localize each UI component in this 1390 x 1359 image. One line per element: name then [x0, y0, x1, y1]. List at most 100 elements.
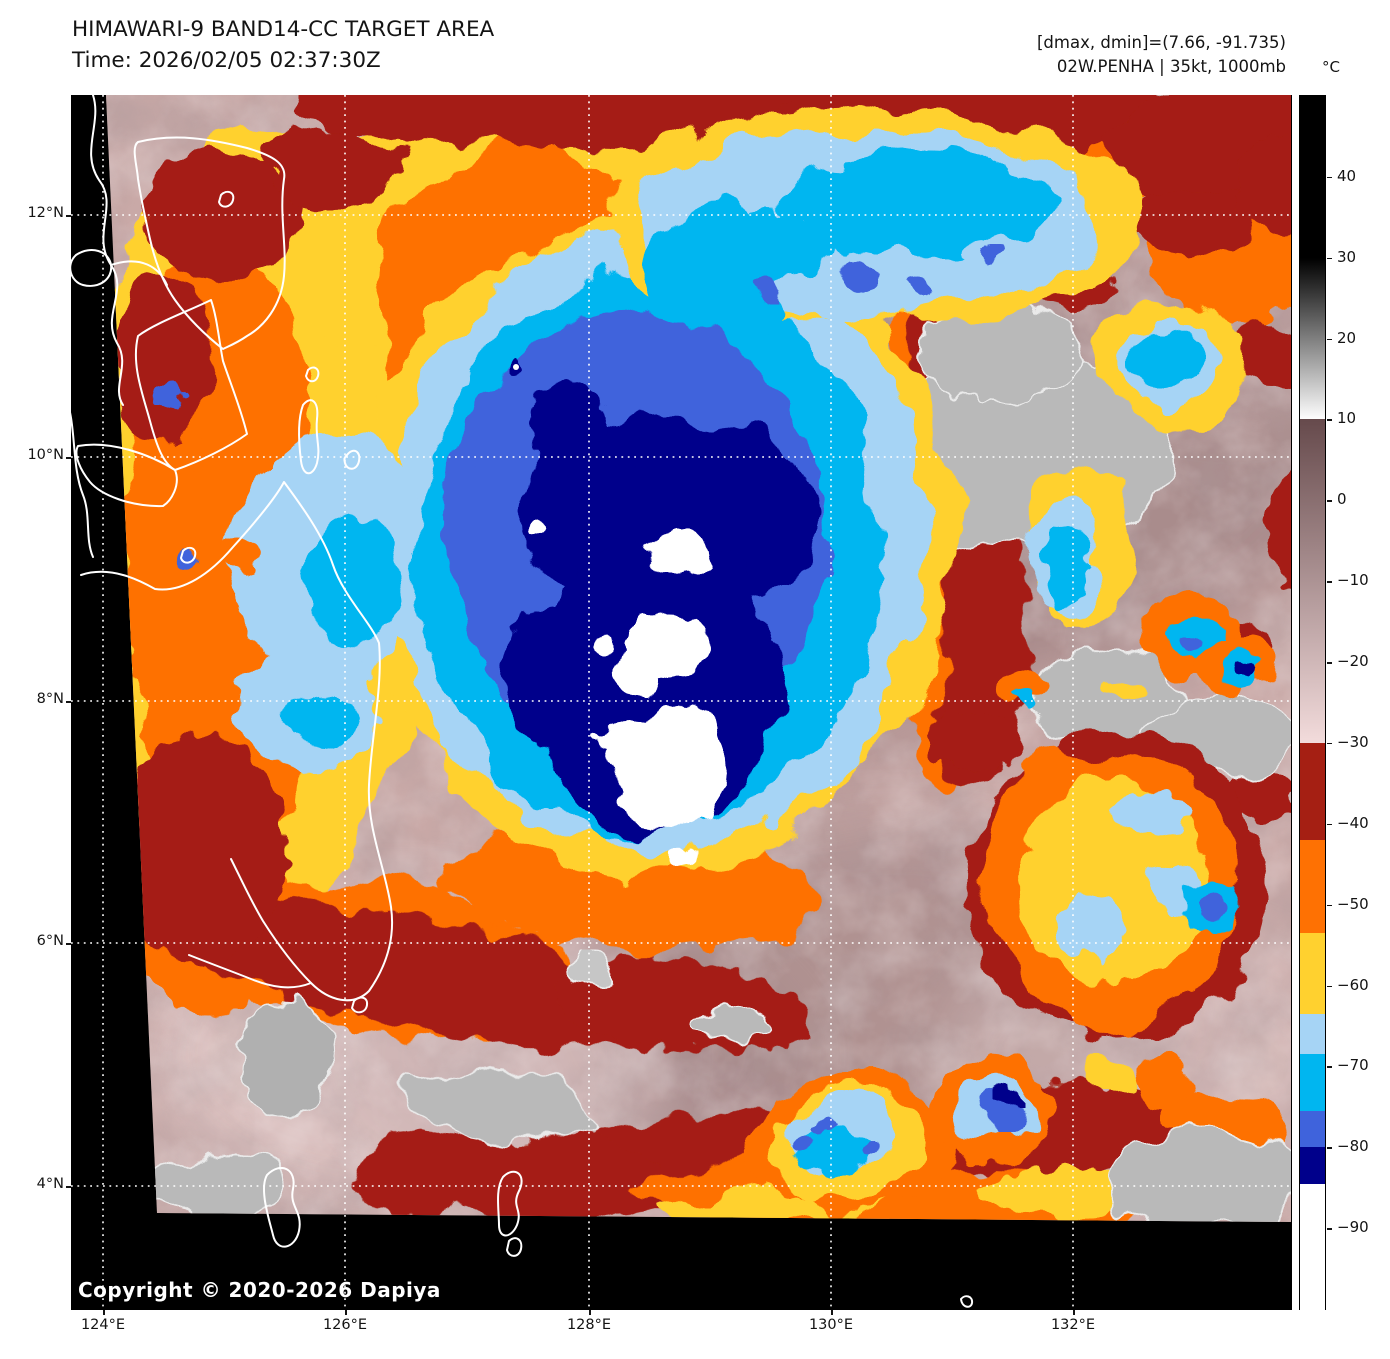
imagery-blob [138, 1154, 284, 1216]
imagery-blob [1129, 1057, 1197, 1109]
colorbar-tick-label: −20 [1337, 652, 1369, 671]
imagery-blob [981, 250, 1001, 264]
imagery-blob [116, 735, 286, 965]
coastline-path [351, 996, 369, 1014]
coastline-path [506, 1237, 523, 1257]
x-tick-label: 128°E [566, 1317, 612, 1333]
imagery-blob [1111, 675, 1143, 699]
coastline-path [305, 366, 320, 383]
imagery-blob [601, 648, 661, 692]
coastline-path [218, 190, 235, 208]
colorbar-tick-mark [1327, 176, 1332, 179]
x-tick-mark [345, 1310, 347, 1315]
colorbar-tick-mark [1327, 662, 1332, 664]
colorbar-segment [1300, 257, 1325, 421]
colorbar-tick-label: 10 [1337, 409, 1357, 428]
coastline-path [960, 1295, 974, 1308]
imagery-blob [1071, 1048, 1131, 1092]
y-tick-label: 8°N [36, 691, 64, 707]
imagery-blob [1197, 895, 1227, 919]
y-tick-label: 10°N [27, 447, 64, 463]
imagery-blob [156, 386, 186, 408]
imagery-blob [1055, 897, 1127, 957]
imagery-layer [106, 95, 1291, 1222]
figure-time: Time: 2026/02/05 02:37:30Z [72, 48, 381, 73]
colorbar-tick-label: −60 [1337, 975, 1369, 994]
colorbar-tick-label: 0 [1337, 490, 1347, 509]
colorbar-segment [1300, 96, 1325, 259]
imagery-blob [305, 518, 401, 642]
imagery-blob [1101, 95, 1291, 212]
imagery-blob [560, 960, 622, 990]
coastline-path [298, 399, 320, 475]
colorbar-tick-label: 20 [1337, 328, 1357, 347]
imagery-blob [271, 128, 401, 212]
imagery-blob [531, 380, 607, 470]
coastline-path [188, 954, 312, 989]
colorbar-tick-mark [1327, 1066, 1332, 1068]
colorbar-segment [1300, 419, 1325, 744]
imagery-blob [501, 605, 601, 745]
colorbar-tick-mark [1327, 985, 1332, 988]
imagery-blob [141, 150, 301, 280]
colorbar-segment [1300, 932, 1325, 1015]
colorbar-tick-mark [1327, 419, 1332, 421]
imagery-blob [779, 151, 1059, 255]
imagery-blob [529, 519, 549, 535]
annotation-dmax-dmin: [dmax, dmin]=(7.66, -91.735) [1037, 33, 1286, 52]
imagery-blob [111, 275, 215, 445]
colorbar-tick-label: −70 [1337, 1056, 1369, 1075]
imagery-blob [844, 262, 888, 288]
colorbar-tick-mark [1327, 500, 1332, 502]
x-tick-label: 130°E [808, 1317, 854, 1333]
imagery-blob [1235, 131, 1291, 235]
imagery-blob [758, 282, 784, 298]
imagery-blob [582, 630, 606, 650]
x-tick-label: 132°E [1050, 1317, 1096, 1333]
colorbar-segment [1300, 1183, 1325, 1310]
colorbar-unit-label: °C [1322, 58, 1340, 76]
gridline-layer [71, 95, 1292, 1310]
colorbar-segment [1300, 1147, 1325, 1185]
colorbar-tick-mark [1327, 1228, 1332, 1230]
imagery-blob [166, 898, 676, 1052]
imagery-blob [513, 364, 519, 370]
x-tick-label: 126°E [322, 1317, 368, 1333]
coastline-path [71, 249, 113, 287]
y-tick-mark [66, 701, 71, 703]
imagery-blob [405, 1069, 597, 1141]
colorbar-tick-label: −80 [1337, 1137, 1369, 1156]
annotation-block: [dmax, dmin]=(7.66, -91.735) 02W.PENHA |… [1037, 31, 1286, 79]
colorbar-tick-mark [1327, 823, 1332, 826]
y-tick-label: 6°N [36, 933, 64, 949]
imagery-blob [1129, 334, 1197, 386]
y-tick-label: 4°N [36, 1176, 64, 1192]
x-tick-label: 124°E [80, 1317, 126, 1333]
imagery-blob [1225, 329, 1291, 385]
imagery-blob [1105, 1129, 1291, 1222]
colorbar-tick-label: −30 [1337, 732, 1369, 751]
colorbar-tick-label: 40 [1337, 166, 1357, 185]
imagery-blob [1133, 187, 1249, 259]
imagery-blob [1232, 658, 1250, 672]
satellite-imagery [71, 95, 1292, 1310]
colorbar-tick-label: −40 [1337, 813, 1369, 832]
imagery-blob [668, 843, 694, 863]
copyright-text: Copyright © 2020-2026 Dapiya [78, 1278, 441, 1302]
colorbar-segment [1300, 839, 1325, 934]
x-tick-mark [589, 1310, 591, 1315]
imagery-blob [1000, 1088, 1018, 1102]
colorbar-segment [1300, 742, 1325, 841]
imagery-blob [788, 1126, 810, 1144]
imagery-blob [910, 277, 942, 297]
title-block: HIMAWARI-9 BAND14-CC TARGET AREA Time: 2… [72, 14, 494, 76]
coastline-path [133, 136, 286, 350]
x-tick-mark [103, 1310, 105, 1315]
imagery-blob [237, 1001, 335, 1119]
colorbar-segment [1300, 1110, 1325, 1148]
colorbar-tick-mark [1327, 338, 1332, 341]
imagery-blob [1011, 686, 1037, 706]
coastline-path [343, 449, 361, 470]
imagery-blob [1045, 525, 1089, 605]
